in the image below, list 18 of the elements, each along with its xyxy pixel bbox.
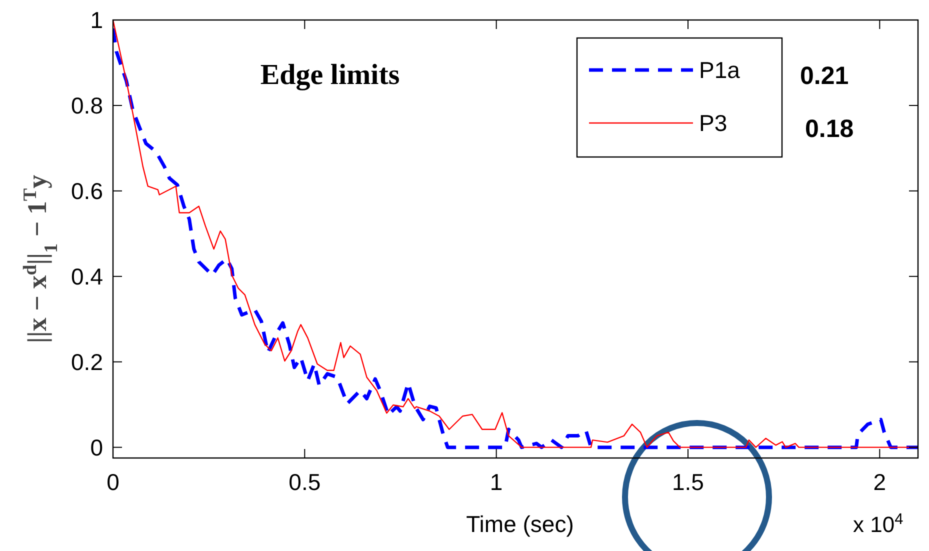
y-tick-label: 0.6 [71,178,103,204]
y-tick-label: 0.2 [71,348,103,375]
legend-label: P3 [699,110,728,136]
annotation: 0.18 [805,115,854,143]
x-tick-label: 2 [873,469,886,495]
text: Edge limits [260,59,400,91]
y-tick-label: 0.4 [71,263,104,290]
y-tick-label: 0.8 [71,92,103,118]
y-tick-label: 0 [90,434,103,460]
x-tick-label: 1 [490,469,503,495]
legend-label: P1a [699,57,740,83]
x-tick-label: 1.5 [672,469,704,495]
text: x 10$^{4}$ [853,510,904,537]
y-tick-label: 1 [90,7,103,33]
annotation: 0.21 [800,62,849,90]
x-tick-label: 0.5 [288,469,321,495]
x-axis-title: Time (sec) [466,511,574,537]
x-tick-label: 0 [106,469,120,495]
